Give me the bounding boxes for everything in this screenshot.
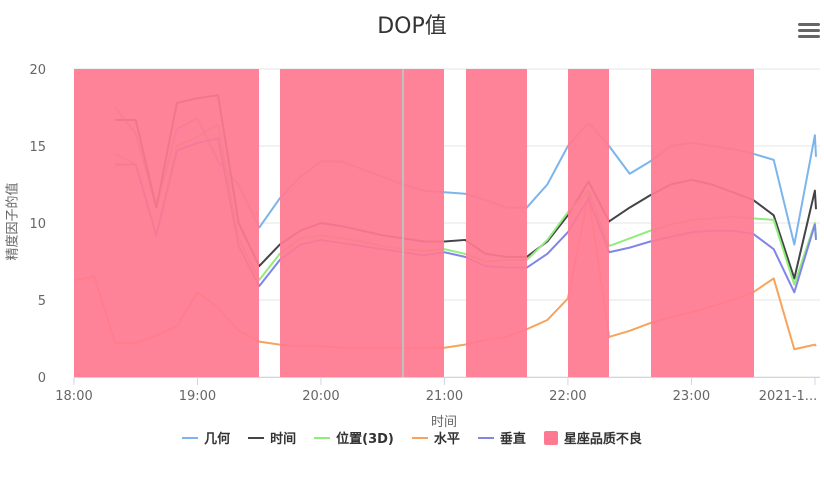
x-tick-label: 20:00 <box>302 389 339 404</box>
legend-box-icon <box>543 430 558 445</box>
legend-line-icon <box>248 436 265 439</box>
y-tick-label: 15 <box>29 140 46 155</box>
bad-constellation-band <box>74 69 259 377</box>
legend-line-icon <box>411 436 428 439</box>
x-tick-label: 22:00 <box>549 389 586 404</box>
hamburger-menu-icon[interactable] <box>798 20 820 40</box>
x-tick-label: 23:00 <box>673 389 710 404</box>
x-tick-label: 19:00 <box>179 389 216 404</box>
chart-title: DOP值 <box>377 14 447 39</box>
x-tick-label: 2021-1... <box>759 389 817 404</box>
y-tick-label: 20 <box>29 63 46 78</box>
legend-item-horizontal[interactable]: 水平 <box>411 428 460 447</box>
x-tick-label: 18:00 <box>55 389 92 404</box>
legend-item-position3d[interactable]: 位置(3D) <box>314 428 394 447</box>
legend-label: 位置(3D) <box>336 432 394 447</box>
x-axis-label: 时间 <box>430 415 457 430</box>
legend-label: 几何 <box>204 432 231 447</box>
legend-label: 时间 <box>270 432 297 447</box>
legend-line-icon <box>182 436 199 439</box>
y-tick-label: 0 <box>38 371 46 386</box>
bad-constellation-band <box>280 69 402 377</box>
y-axis-label: 精度因子的值 <box>5 182 21 261</box>
legend-label: 水平 <box>433 432 460 447</box>
chart-legend: 几何 时间 位置(3D) 水平 垂直 星座品质不良 <box>0 428 824 447</box>
bad-constellation-band <box>568 69 609 377</box>
legend-line-icon <box>477 436 494 439</box>
legend-item-time[interactable]: 时间 <box>248 428 296 447</box>
legend-item-geometric[interactable]: 几何 <box>182 428 230 447</box>
legend-label: 星座品质不良 <box>563 432 642 447</box>
legend-label: 垂直 <box>499 432 526 447</box>
bad-constellation-band <box>651 69 754 377</box>
bad-constellation-band <box>404 69 444 377</box>
y-tick-label: 5 <box>38 294 46 309</box>
y-tick-label: 10 <box>29 217 46 232</box>
legend-item-bad_constellation[interactable]: 星座品质不良 <box>543 428 642 447</box>
legend-item-vertical[interactable]: 垂直 <box>477 428 526 447</box>
legend-line-icon <box>314 436 331 439</box>
x-tick-label: 21:00 <box>426 389 463 404</box>
bad-constellation-band <box>466 69 527 377</box>
